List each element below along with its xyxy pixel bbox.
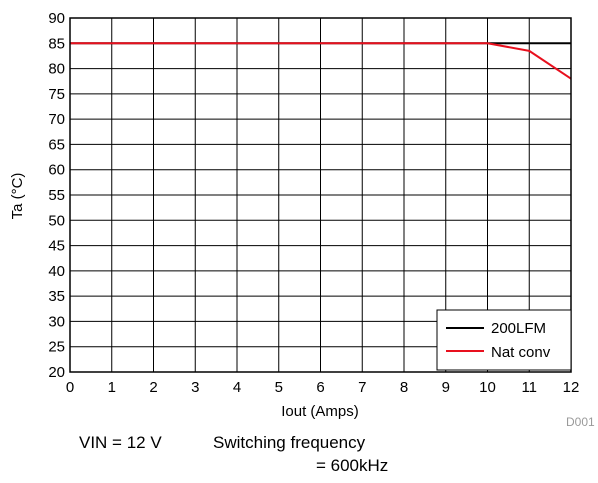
switching-frequency-value: = 600kHz bbox=[316, 456, 389, 475]
x-tick-label: 1 bbox=[108, 379, 116, 396]
series-layer bbox=[70, 42, 572, 80]
y-tick-label: 30 bbox=[48, 313, 65, 330]
y-tick-label: 45 bbox=[48, 238, 65, 255]
legend-box bbox=[436, 309, 572, 371]
y-tick-label: 50 bbox=[48, 212, 65, 229]
plot-frame bbox=[69, 17, 572, 373]
y-tick-label: 80 bbox=[48, 61, 65, 78]
y-tick-label: 35 bbox=[48, 288, 65, 305]
y-tick-label: 55 bbox=[48, 187, 65, 204]
legend: 200LFM Nat conv bbox=[436, 309, 572, 371]
y-tick-label: 25 bbox=[48, 339, 65, 356]
x-axis-title: Iout (Amps) bbox=[281, 403, 359, 420]
switching-frequency-note: Switching frequency bbox=[213, 433, 366, 452]
x-tick-label: 11 bbox=[521, 379, 537, 396]
x-tick-label: 7 bbox=[358, 379, 366, 396]
y-tick-label: 60 bbox=[48, 162, 65, 179]
vin-note: VIN = 12 V bbox=[79, 433, 162, 452]
x-tick-label: 9 bbox=[442, 379, 450, 396]
x-tick-label: 10 bbox=[479, 379, 496, 396]
x-tick-label: 3 bbox=[191, 379, 199, 396]
figure-code: D001 bbox=[566, 415, 595, 429]
x-tick-label: 2 bbox=[149, 379, 157, 396]
x-tick-label: 6 bbox=[316, 379, 324, 396]
legend-label-nat-conv: Nat conv bbox=[491, 344, 551, 361]
y-tick-label: 70 bbox=[48, 111, 65, 128]
series-line-nat-conv bbox=[70, 42, 572, 80]
legend-label-200lfm: 200LFM bbox=[491, 320, 546, 337]
y-tick-label: 65 bbox=[48, 136, 65, 153]
x-tick-label: 12 bbox=[563, 379, 580, 396]
y-axis-title: Ta (°C) bbox=[9, 173, 26, 220]
y-tick-label: 75 bbox=[48, 86, 65, 103]
y-tick-label: 20 bbox=[48, 364, 65, 381]
x-tick-label: 8 bbox=[400, 379, 408, 396]
x-tick-label: 4 bbox=[233, 379, 241, 396]
x-tick-label: 5 bbox=[275, 379, 283, 396]
x-tick-label: 0 bbox=[66, 379, 74, 396]
y-tick-labels: 20 25 30 35 40 45 50 55 60 65 70 75 80 85 90 bbox=[48, 10, 65, 381]
y-tick-label: 40 bbox=[48, 263, 65, 280]
y-tick-label: 85 bbox=[48, 35, 65, 52]
y-tick-label: 90 bbox=[48, 10, 65, 27]
x-tick-labels: 0 1 2 3 4 5 6 7 8 9 10 11 12 bbox=[66, 379, 580, 396]
